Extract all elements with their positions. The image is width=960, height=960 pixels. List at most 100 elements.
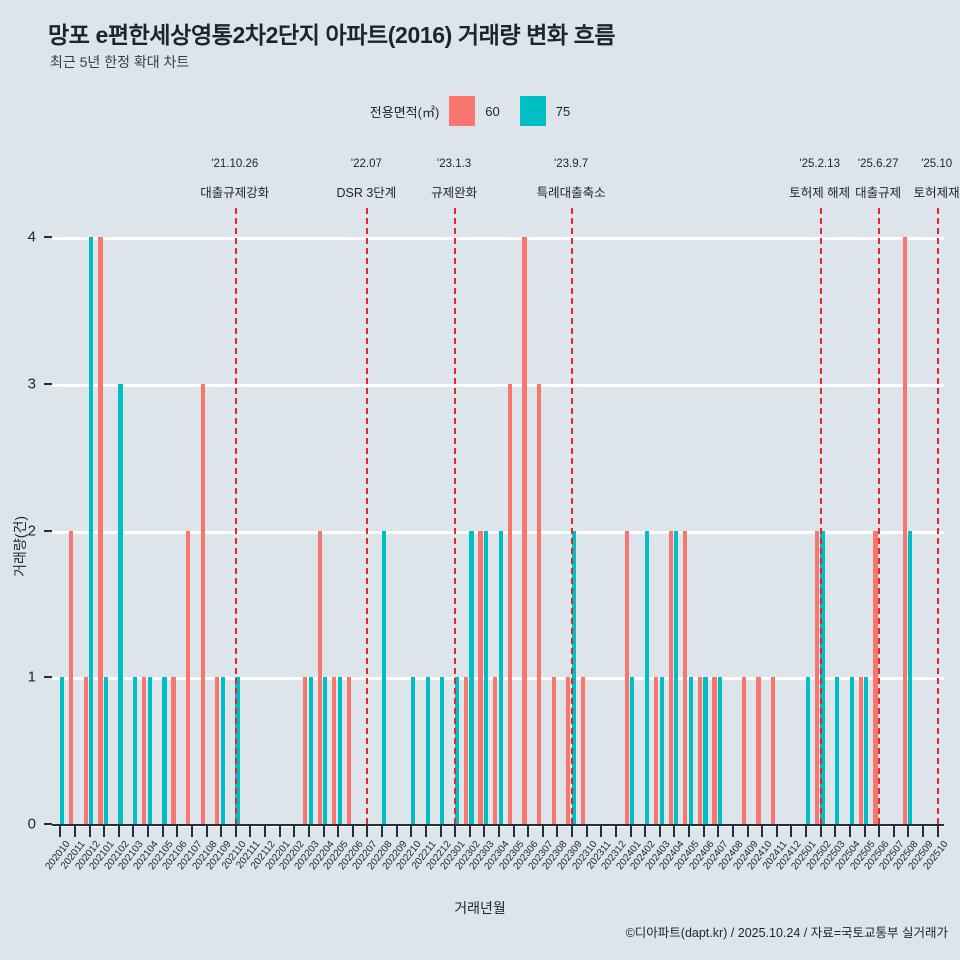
event-date-label: '23.9.7 bbox=[554, 158, 589, 170]
event-marker-line bbox=[878, 208, 882, 824]
bar[interactable] bbox=[381, 530, 386, 824]
bar[interactable] bbox=[493, 677, 498, 824]
x-tick-mark bbox=[234, 826, 237, 837]
bar[interactable] bbox=[566, 677, 571, 824]
bar[interactable] bbox=[463, 677, 469, 824]
bar[interactable] bbox=[308, 677, 313, 824]
x-tick-mark bbox=[629, 826, 632, 837]
bar[interactable] bbox=[873, 530, 878, 824]
bar[interactable] bbox=[644, 530, 650, 824]
bar[interactable] bbox=[332, 677, 337, 824]
bar[interactable] bbox=[507, 384, 512, 824]
event-marker-line bbox=[366, 208, 370, 824]
bar[interactable] bbox=[908, 530, 913, 824]
bar[interactable] bbox=[215, 677, 220, 824]
x-tick-mark bbox=[410, 826, 413, 837]
bar[interactable] bbox=[668, 530, 673, 824]
bar[interactable] bbox=[89, 237, 94, 824]
event-date-label: '25.2.13 bbox=[799, 158, 840, 170]
bar[interactable] bbox=[317, 530, 322, 824]
bar[interactable] bbox=[902, 237, 907, 824]
bar[interactable] bbox=[697, 677, 703, 824]
bar[interactable] bbox=[756, 677, 761, 824]
bar[interactable] bbox=[820, 530, 825, 824]
bar[interactable] bbox=[98, 237, 103, 824]
bar[interactable] bbox=[624, 530, 629, 824]
x-tick-mark bbox=[132, 826, 135, 837]
bar[interactable] bbox=[536, 384, 542, 824]
bar[interactable] bbox=[118, 384, 123, 824]
legend-item-60[interactable]: 60 bbox=[449, 96, 519, 126]
bar[interactable] bbox=[864, 677, 869, 824]
bar[interactable] bbox=[142, 677, 147, 824]
bar[interactable] bbox=[303, 677, 308, 824]
page-subtitle: 최근 5년 한정 확대 차트 bbox=[50, 54, 190, 70]
bar[interactable] bbox=[171, 677, 176, 824]
event-marker-line bbox=[819, 208, 824, 824]
bar[interactable] bbox=[69, 530, 74, 824]
bar[interactable] bbox=[200, 384, 205, 824]
bar[interactable] bbox=[741, 677, 746, 824]
x-tick-mark bbox=[512, 826, 515, 837]
bar[interactable] bbox=[83, 677, 88, 824]
bar[interactable] bbox=[323, 677, 328, 824]
bar[interactable] bbox=[805, 677, 810, 824]
bar[interactable] bbox=[337, 677, 343, 824]
bar[interactable] bbox=[478, 530, 483, 824]
bar[interactable] bbox=[162, 677, 167, 824]
bar[interactable] bbox=[454, 677, 460, 824]
plot-area bbox=[52, 208, 944, 827]
bar[interactable] bbox=[484, 530, 489, 824]
x-tick-mark bbox=[761, 826, 764, 837]
x-tick-mark bbox=[147, 826, 150, 837]
bar[interactable] bbox=[59, 677, 65, 824]
bar[interactable] bbox=[498, 530, 503, 824]
bar[interactable] bbox=[410, 677, 416, 824]
x-tick-mark bbox=[307, 826, 310, 837]
event-date-label: '21.10.26 bbox=[211, 158, 259, 170]
bar[interactable] bbox=[659, 677, 664, 824]
bar[interactable] bbox=[849, 677, 854, 824]
bar[interactable] bbox=[653, 677, 659, 824]
bar[interactable] bbox=[712, 677, 717, 824]
bar[interactable] bbox=[770, 677, 776, 824]
bar[interactable] bbox=[469, 530, 474, 824]
bar[interactable] bbox=[814, 530, 820, 824]
bar[interactable] bbox=[688, 677, 693, 824]
legend-item-75[interactable]: 75 bbox=[519, 96, 590, 126]
x-tick-mark bbox=[190, 826, 193, 837]
bar[interactable] bbox=[571, 530, 576, 824]
x-tick-mark bbox=[688, 826, 691, 837]
x-axis: 202010 202011 202012 202101 202102 202103 2021… bbox=[44, 826, 950, 916]
bar[interactable] bbox=[235, 677, 240, 824]
bar[interactable] bbox=[674, 530, 679, 824]
bar[interactable] bbox=[858, 677, 863, 824]
y-tick-label: 0 bbox=[27, 815, 36, 833]
bar[interactable] bbox=[834, 677, 840, 824]
legend: 전용면적(㎡) 60 75 bbox=[0, 96, 960, 126]
event-date-label: '25.10 bbox=[921, 158, 953, 170]
bar[interactable] bbox=[718, 677, 723, 824]
bar[interactable] bbox=[103, 677, 109, 824]
bar[interactable] bbox=[551, 677, 556, 824]
x-tick-mark bbox=[790, 826, 793, 837]
bar[interactable] bbox=[186, 530, 191, 824]
event-name-label: 토허제재 bbox=[913, 186, 960, 200]
bar[interactable] bbox=[630, 677, 635, 824]
bar[interactable] bbox=[683, 530, 688, 824]
x-tick-mark bbox=[468, 826, 471, 837]
bar[interactable] bbox=[703, 677, 708, 824]
bar[interactable] bbox=[147, 677, 152, 824]
x-tick-mark bbox=[103, 826, 106, 837]
x-tick-mark bbox=[863, 826, 866, 837]
bar[interactable] bbox=[220, 677, 226, 824]
bar[interactable] bbox=[522, 237, 527, 824]
bar[interactable] bbox=[580, 677, 586, 824]
event-name-label: 규제완화 bbox=[431, 186, 478, 200]
gridline bbox=[52, 237, 944, 241]
bar[interactable] bbox=[440, 677, 445, 824]
bar[interactable] bbox=[133, 677, 138, 824]
x-tick-mark bbox=[644, 826, 647, 837]
bar[interactable] bbox=[425, 677, 430, 824]
bar[interactable] bbox=[346, 677, 352, 824]
